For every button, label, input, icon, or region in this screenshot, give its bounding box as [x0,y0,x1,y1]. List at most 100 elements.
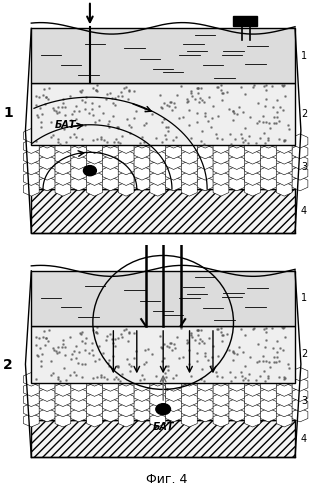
Point [240,134,245,142]
Point [116,138,121,146]
Polygon shape [118,403,134,417]
Polygon shape [197,398,213,412]
Point [57,108,62,116]
Point [263,86,269,94]
Point [214,83,219,91]
Point [194,349,200,357]
Point [282,81,287,89]
Point [197,94,202,102]
Polygon shape [87,393,102,407]
Point [83,338,88,346]
Point [274,113,279,121]
Point [238,130,244,138]
Polygon shape [166,398,181,412]
Polygon shape [229,155,245,170]
Point [67,371,72,379]
Point [231,107,236,115]
Point [104,95,109,103]
Polygon shape [181,413,197,427]
Polygon shape [166,134,181,148]
Point [282,374,288,382]
Point [282,375,287,383]
Polygon shape [134,166,150,180]
Point [47,326,52,334]
Point [262,367,267,375]
Point [215,352,221,360]
Point [142,105,147,113]
Point [233,373,238,381]
Point [36,352,41,360]
Point [195,83,200,91]
Point [51,344,56,352]
Polygon shape [71,134,87,148]
Polygon shape [260,408,276,422]
Text: 2: 2 [301,109,307,119]
Polygon shape [87,150,102,164]
Point [57,348,62,356]
Point [119,88,124,96]
Polygon shape [292,166,308,180]
Point [220,89,226,97]
Point [247,113,252,121]
Point [107,123,112,131]
Point [198,137,203,145]
Polygon shape [23,403,39,417]
Point [63,343,68,351]
Polygon shape [87,403,102,417]
Polygon shape [55,139,71,154]
Point [33,137,38,145]
Point [80,328,85,336]
Point [93,328,99,336]
Point [98,373,104,381]
Point [166,102,172,110]
Point [210,114,215,122]
Point [83,334,88,342]
Point [195,118,200,126]
Polygon shape [260,378,276,391]
Polygon shape [229,378,245,391]
Polygon shape [276,171,292,186]
Polygon shape [213,150,229,164]
Polygon shape [245,161,260,175]
Point [67,133,72,141]
Point [40,333,46,341]
Point [104,138,109,146]
Point [258,134,263,142]
Polygon shape [23,161,39,175]
Polygon shape [260,398,276,412]
Point [89,105,95,113]
Point [117,139,122,147]
Point [80,121,85,129]
Polygon shape [260,166,276,180]
Polygon shape [166,408,181,422]
Point [240,108,245,116]
Point [270,344,275,352]
Polygon shape [39,408,55,422]
Polygon shape [134,145,150,159]
Point [280,82,285,90]
Polygon shape [39,378,55,391]
Point [166,127,171,135]
Point [201,140,206,148]
Polygon shape [276,150,292,164]
Point [184,336,189,344]
Point [201,377,206,385]
Point [161,354,166,362]
Text: БАТ: БАТ [153,422,174,432]
Polygon shape [213,413,229,427]
Polygon shape [260,134,276,148]
Point [228,368,233,376]
Point [127,329,132,337]
Polygon shape [213,139,229,154]
Point [48,371,53,379]
Point [281,373,286,381]
Point [122,84,127,92]
Polygon shape [23,393,39,407]
Point [167,98,172,106]
Point [102,136,107,144]
Polygon shape [197,408,213,422]
Polygon shape [118,393,134,407]
Point [266,374,271,382]
Point [271,113,277,121]
Point [219,324,224,332]
